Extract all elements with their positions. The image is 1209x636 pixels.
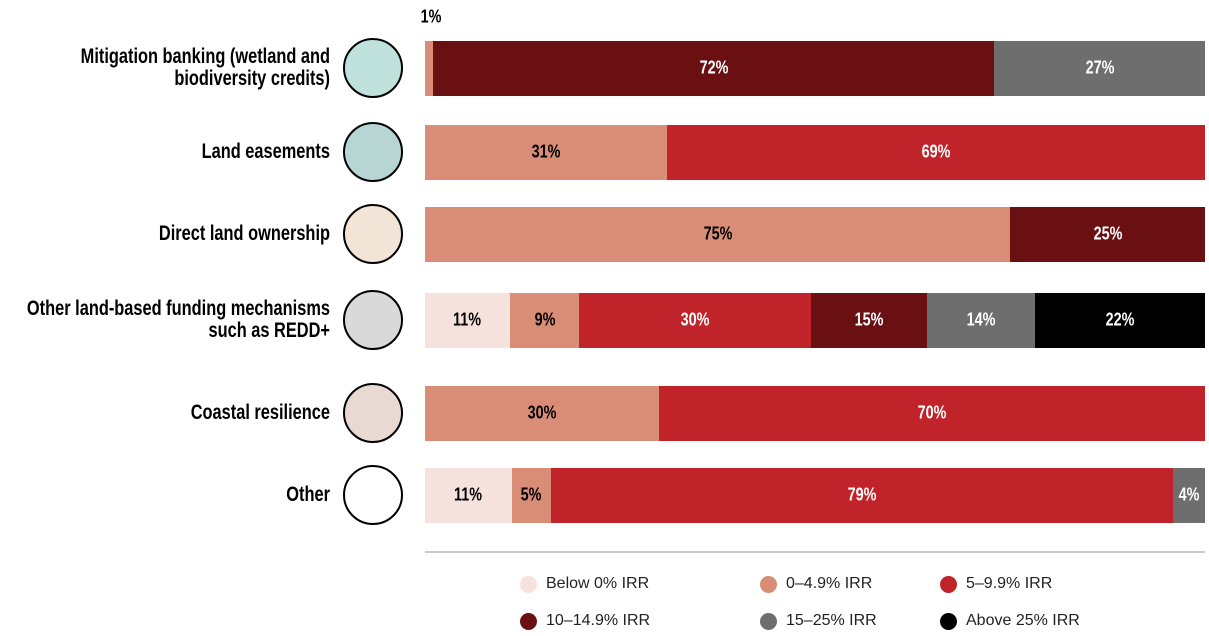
- category-label: Mitigation banking (wetland and biodiver…: [80, 45, 330, 90]
- value-label: 72%: [699, 57, 729, 78]
- bar-segment: [551, 467, 1174, 523]
- bar-segment: [659, 385, 1205, 441]
- value-label: 70%: [917, 402, 947, 423]
- legend-item: Above 25% IRR: [940, 612, 1080, 630]
- bar-segment: [994, 40, 1205, 96]
- category-icon: [343, 290, 403, 350]
- legend-item: 15–25% IRR: [760, 612, 877, 630]
- bar-segment: [425, 385, 659, 441]
- legend-swatch: [760, 612, 777, 630]
- value-label: 11%: [454, 484, 483, 505]
- value-label: 30%: [527, 402, 557, 423]
- value-label: 30%: [680, 309, 710, 330]
- category-icon: [343, 122, 403, 182]
- legend-item: Below 0% IRR: [520, 575, 649, 593]
- legend-label: Above 25% IRR: [966, 612, 1080, 629]
- value-label: 11%: [453, 309, 482, 330]
- value-label: 14%: [966, 309, 996, 330]
- legend-label: 0–4.9% IRR: [786, 575, 873, 592]
- value-label: 27%: [1085, 57, 1115, 78]
- bar-segment: [579, 292, 812, 348]
- value-label: 1%: [420, 6, 442, 26]
- bar-segment: [811, 292, 927, 348]
- legend-label: 10–14.9% IRR: [546, 612, 651, 629]
- legend-label: 15–25% IRR: [786, 612, 877, 629]
- bar-segment: [511, 467, 552, 523]
- legend-item: 10–14.9% IRR: [520, 612, 650, 630]
- bar-segment: [1035, 292, 1205, 348]
- category-label: Direct land ownership: [158, 222, 330, 245]
- category-icon: [343, 204, 403, 264]
- bar-segment: [425, 292, 510, 348]
- category-label: Land easements: [201, 140, 330, 163]
- category-icon: [343, 383, 403, 443]
- category-icon: [343, 465, 403, 525]
- value-label: 79%: [847, 484, 877, 505]
- bar-segment: [509, 292, 580, 348]
- bar-segment: [425, 124, 667, 180]
- value-label: 9%: [534, 309, 556, 330]
- bar-segment: [425, 40, 433, 96]
- separator: [425, 551, 1205, 553]
- category-label: Other: [286, 483, 330, 506]
- value-label: 15%: [854, 309, 884, 330]
- bar-segment: [1010, 206, 1205, 262]
- value-label: 25%: [1093, 223, 1122, 244]
- bar-segment: [425, 467, 512, 523]
- category-label: Coastal resilience: [190, 401, 330, 424]
- value-label: 4%: [1178, 484, 1200, 505]
- bar-segment: [926, 292, 1036, 348]
- legend-label: Below 0% IRR: [546, 575, 650, 592]
- legend-swatch: [940, 575, 957, 593]
- legend-swatch: [520, 612, 537, 630]
- value-label: 22%: [1105, 309, 1135, 330]
- bar-segment: [432, 40, 995, 96]
- legend-swatch: [760, 575, 777, 593]
- category-icon: [343, 38, 403, 98]
- bar-segment: [1173, 467, 1205, 523]
- value-label: 31%: [531, 141, 561, 162]
- value-label: 5%: [520, 484, 542, 505]
- value-label: 69%: [921, 141, 951, 162]
- legend-swatch: [940, 612, 957, 630]
- category-label: Other land-based funding mechanisms such…: [26, 297, 330, 342]
- value-label: 75%: [703, 223, 732, 244]
- bar-segment: [666, 124, 1205, 180]
- bar-segment: [425, 206, 1010, 262]
- legend-label: 5–9.9% IRR: [966, 575, 1053, 592]
- legend-swatch: [520, 575, 537, 593]
- legend-item: 5–9.9% IRR: [940, 575, 1052, 593]
- legend-item: 0–4.9% IRR: [760, 575, 872, 593]
